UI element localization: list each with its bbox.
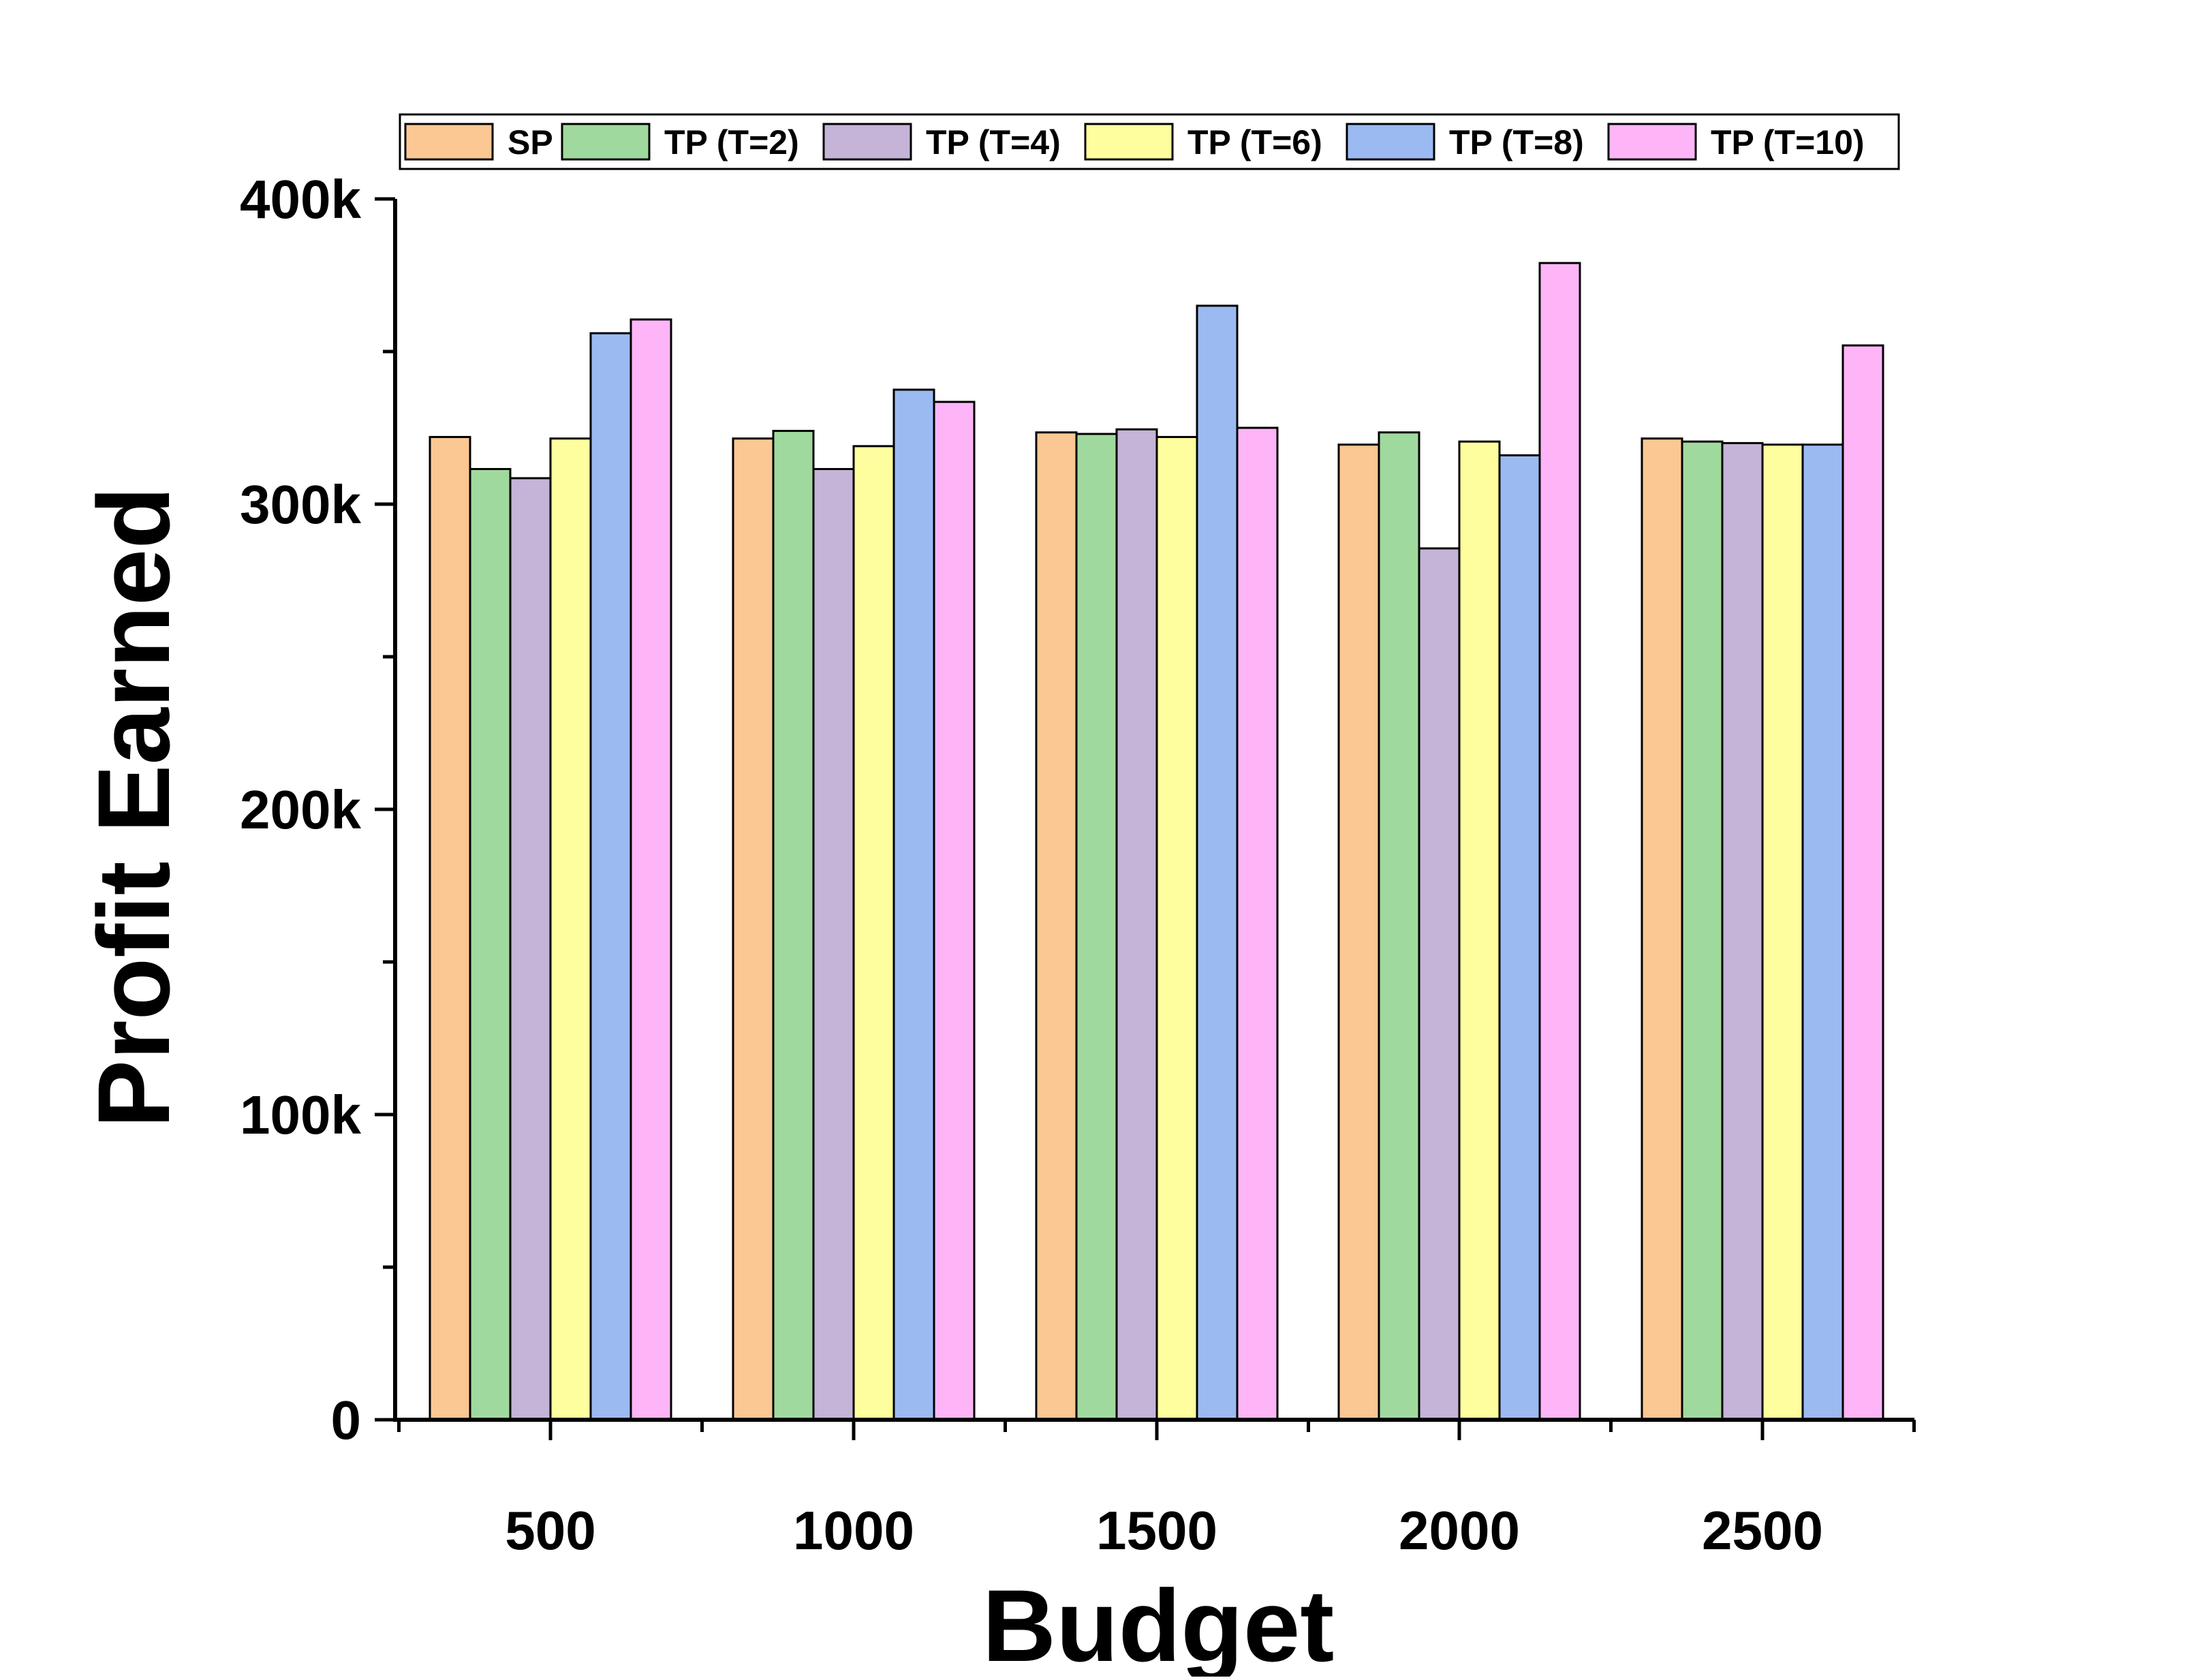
bar-1500-series-4 [1155,435,1198,1421]
legend-swatch [1346,123,1435,161]
bar-500-series-4 [549,437,592,1421]
legend-label: TP (T=2) [664,123,799,161]
y-tick-label: 400k [240,169,361,230]
legend-swatch [1084,123,1174,161]
y-tick-label: 200k [240,779,361,840]
axes: 0 100k 200k 300k 400k 500 1000 1500 2000 2500 [240,169,1916,1561]
bar-500-series-5 [589,332,632,1421]
bar-2500-series-3 [1721,441,1764,1421]
bar-500-series-3 [509,477,552,1421]
bar-2500-series-4 [1761,444,1804,1421]
legend-swatch [822,123,912,161]
bar-2000-series-5 [1498,454,1541,1421]
y-tick-label: 300k [240,474,361,535]
bar-2500-series-6 [1842,344,1884,1421]
bar-1500-series-5 [1196,305,1239,1421]
x-tick-label: 500 [505,1500,595,1561]
bar-2500-series-2 [1681,440,1724,1421]
bar-1000-series-3 [812,467,855,1421]
legend-label: TP (T=6) [1187,123,1322,161]
bar-1000-series-6 [933,401,976,1421]
legend-swatch [1607,123,1697,161]
bar-1500-series-3 [1115,428,1158,1421]
bar-1500-series-1 [1035,431,1078,1421]
legend-label: TP (T=4) [926,123,1061,161]
x-tick-label: 2500 [1702,1500,1823,1561]
bar-500-series-6 [630,318,672,1421]
legend-label: TP (T=10) [1711,123,1865,161]
bar-2000-series-3 [1418,547,1461,1421]
bar-1000-series-5 [892,388,935,1421]
y-tick-label: 0 [331,1390,362,1450]
bar-2000-series-2 [1378,431,1420,1421]
bar-1000-series-1 [732,437,775,1421]
bar-1000-series-4 [852,445,895,1421]
legend: SP TP (T=2) TP (T=4) TP (T=6) TP (T=8) TP (T=… [399,113,1900,170]
bar-1500-series-2 [1075,433,1118,1421]
bar-1000-series-2 [772,429,815,1421]
bar-2000-series-1 [1337,444,1380,1421]
legend-swatch [404,123,494,161]
legend-label: TP (T=8) [1449,123,1584,161]
legend-swatch [561,123,651,161]
y-tick-label: 100k [240,1085,361,1145]
x-tick-label: 1500 [1096,1500,1217,1561]
x-tick-label: 2000 [1399,1500,1520,1561]
bar-500-series-1 [429,435,471,1421]
bar-500-series-2 [469,467,512,1421]
legend-label: SP [508,123,553,161]
x-tick-label: 1000 [793,1500,914,1561]
bar-1500-series-6 [1236,426,1279,1421]
plot-area [429,262,1884,1421]
y-axis-title: Profit Earned [76,486,191,1128]
bar-2000-series-6 [1538,262,1581,1421]
bar-2500-series-5 [1801,444,1844,1421]
bar-2500-series-1 [1641,437,1683,1421]
x-axis-title: Budget [982,1568,1335,1677]
bar-2000-series-4 [1458,440,1501,1421]
